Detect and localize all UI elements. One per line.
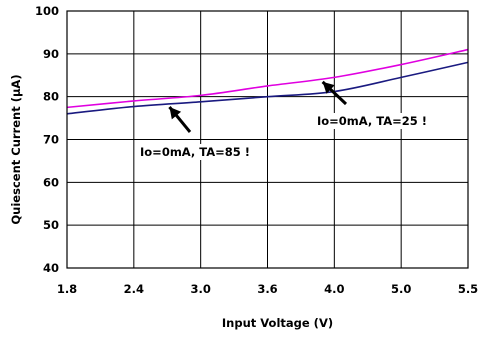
x-tick-label: 2.4: [124, 282, 144, 296]
y-axis-title: Quiescent Current (µA): [9, 74, 23, 224]
annotation-arrowhead: [322, 81, 335, 94]
series-lines: [66, 48, 469, 115]
x-tick-label: 5.5: [458, 282, 478, 296]
y-tick-label: 100: [35, 4, 59, 18]
annotation-label: Io=0mA, TA=25 !: [317, 114, 427, 128]
x-axis-title: Input Voltage (V): [222, 316, 333, 330]
y-tick-label: 50: [43, 218, 59, 232]
y-tick-label: 90: [43, 47, 59, 61]
x-tick-label: 5.0: [391, 282, 411, 296]
tick-labels: 1.8 2.4 3.0 3.6 4.0 5.0 5.5 40 50 60 70 80 90 100: [35, 4, 478, 296]
annotations: Io=0mA, TA=85 ! Io=0mA, TA=25 !: [137, 80, 431, 160]
series-line-0: [66, 61, 469, 115]
y-tick-label: 80: [43, 90, 59, 104]
y-tick-label: 70: [43, 133, 59, 147]
x-tick-label: 3.6: [257, 282, 277, 296]
annotation-arrowhead: [169, 107, 182, 120]
y-tick-label: 40: [43, 261, 59, 275]
grid-lines: [67, 11, 468, 268]
y-tick-label: 60: [43, 175, 59, 189]
annotation-label-bg: [313, 113, 431, 129]
plot-frame: [66, 10, 469, 269]
annotation-label-bg: [137, 144, 254, 160]
x-tick-label: 4.0: [324, 282, 344, 296]
annotation-label: Io=0mA, TA=85 !: [140, 145, 250, 159]
x-tick-label: 3.0: [190, 282, 210, 296]
series-line-1: [66, 48, 469, 109]
x-tick-label: 1.8: [57, 282, 77, 296]
